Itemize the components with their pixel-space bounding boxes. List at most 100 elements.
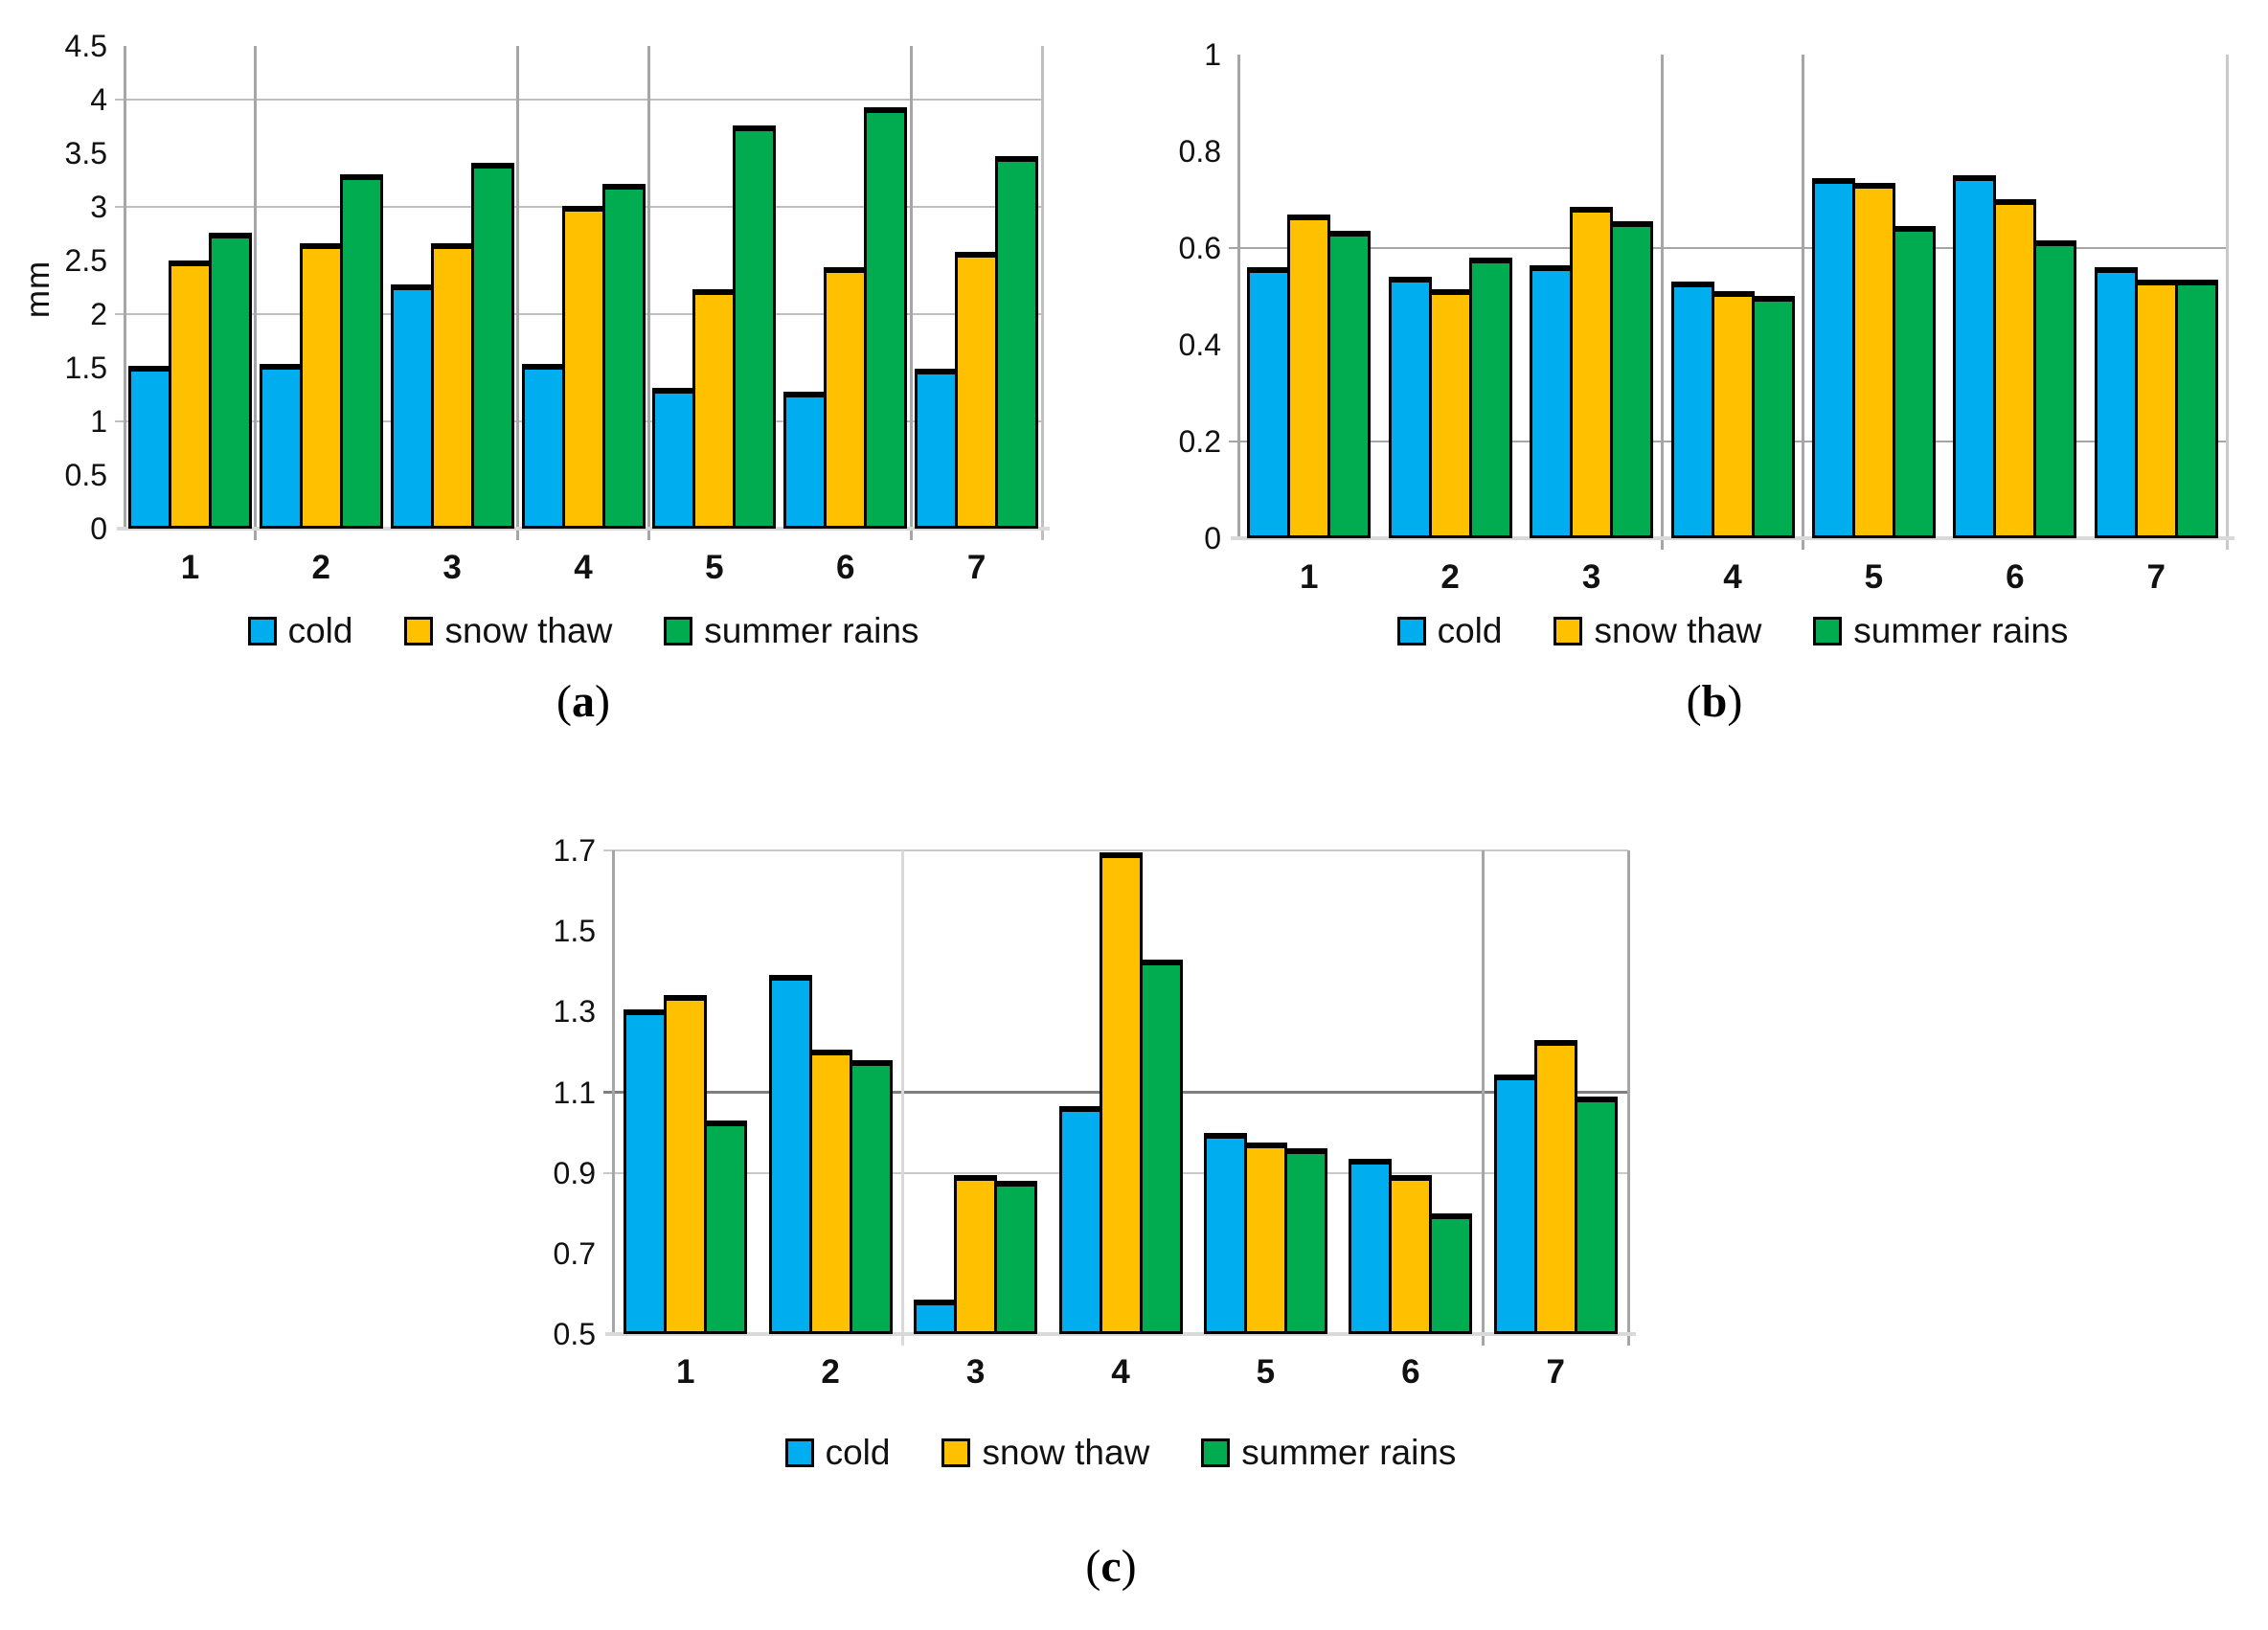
bar-snow-thaw-cat3 [431, 243, 474, 529]
caption-panel-b: (b) [1687, 675, 1743, 728]
legend-swatch-icon [247, 617, 277, 645]
legend-item-summer-rains: summer rains [1813, 611, 2068, 651]
legend-swatch-icon [1554, 617, 1583, 645]
legend: cold snow thaw summer rains [1238, 611, 2227, 651]
bar-cold-cat4 [1671, 282, 1714, 538]
bar-summer-rains-cat7 [2175, 280, 2218, 538]
x-tick-label: 7 [1546, 1353, 1565, 1391]
caption-letter: b [1701, 676, 1728, 727]
caption-letter: c [1100, 1541, 1122, 1592]
bar-snow-thaw-cat3 [954, 1175, 997, 1334]
x-tick-label: 3 [1581, 558, 1601, 596]
x-axis-line [117, 527, 1050, 531]
bar-summer-rains-cat6 [1429, 1213, 1472, 1334]
bar-summer-rains-cat2 [850, 1060, 893, 1334]
bar-summer-rains-cat4 [602, 184, 646, 529]
gridline-vertical [1660, 55, 1664, 550]
caption-letter: a [572, 676, 595, 727]
bar-snow-thaw-cat7 [2135, 280, 2178, 538]
legend-label: cold [1437, 611, 1503, 650]
legend-item-cold: cold [247, 611, 352, 651]
legend-item-snow-thaw: snow thaw [404, 611, 612, 651]
bar-summer-rains-cat4 [1752, 296, 1795, 538]
bar-cold-cat6 [1349, 1159, 1392, 1334]
y-axis-line [611, 850, 615, 1334]
legend-item-summer-rains: summer rains [664, 611, 919, 651]
y-tick-label: 3.5 [64, 136, 107, 170]
legend-label: summer rains [1241, 1433, 1457, 1472]
y-tick-label: 1 [90, 404, 107, 439]
y-tick-label: 0.2 [1178, 424, 1221, 459]
bar-snow-thaw-cat5 [1244, 1143, 1287, 1334]
caption-close-paren: ) [1727, 676, 1743, 727]
bar-snow-thaw-cat4 [562, 206, 605, 529]
bar-cold-cat1 [624, 1009, 667, 1334]
bar-cold-cat5 [1204, 1133, 1247, 1334]
y-tick-label: 0 [90, 511, 107, 546]
y-axis-line [1236, 55, 1240, 538]
bar-summer-rains-cat4 [1140, 960, 1183, 1334]
bar-cold-cat2 [260, 364, 303, 529]
legend-label: summer rains [704, 611, 919, 650]
gridline-vertical [2225, 55, 2229, 550]
y-tick-label: 1.5 [64, 351, 107, 385]
y-tick-label: 3 [90, 190, 107, 224]
y-tick-label: 2 [90, 297, 107, 331]
caption-panel-a: (a) [556, 675, 610, 728]
gridline-horizontal [1229, 247, 2227, 249]
bar-cold-cat3 [1530, 265, 1573, 538]
legend: cold snow thaw summer rains [613, 1433, 1628, 1473]
bar-summer-rains-cat2 [1469, 258, 1512, 538]
bar-snow-thaw-cat1 [1287, 215, 1330, 538]
bar-snow-thaw-cat1 [169, 260, 212, 529]
caption-close-paren: ) [1121, 1541, 1137, 1592]
bar-snow-thaw-cat6 [1993, 199, 2036, 538]
y-tick-label: 0.7 [553, 1235, 596, 1271]
legend: cold snow thaw summer rains [125, 611, 1042, 651]
bar-cold-cat6 [1953, 175, 1996, 538]
x-tick-label: 6 [1401, 1353, 1420, 1391]
bar-cold-cat7 [1494, 1075, 1537, 1334]
y-tick-label: 1.1 [553, 1075, 596, 1110]
caption-open-paren: ( [1085, 1541, 1101, 1592]
bar-summer-rains-cat1 [1327, 231, 1371, 538]
y-tick-label: 0.9 [553, 1155, 596, 1190]
x-axis-line [605, 1332, 1636, 1336]
bar-cold-cat2 [769, 975, 812, 1334]
y-tick-label: 0.8 [1178, 134, 1221, 169]
bar-cold-cat3 [914, 1300, 957, 1334]
y-tick-label: 1.3 [553, 994, 596, 1030]
bar-summer-rains-cat2 [340, 174, 383, 529]
x-tick-label: 2 [821, 1353, 840, 1391]
legend-item-cold: cold [784, 1433, 890, 1473]
bar-snow-thaw-cat5 [692, 289, 736, 529]
bar-summer-rains-cat3 [1610, 221, 1653, 538]
gridline-vertical [516, 46, 520, 540]
x-tick-label: 3 [965, 1353, 986, 1391]
y-tick-label: 0.5 [64, 458, 107, 492]
bar-summer-rains-cat7 [1575, 1097, 1618, 1334]
legend-label: snow thaw [1594, 611, 1762, 650]
bar-snow-thaw-cat1 [664, 995, 707, 1334]
legend-swatch-icon [1201, 1438, 1231, 1467]
legend-label: snow thaw [444, 611, 613, 650]
legend-item-summer-rains: summer rains [1201, 1433, 1456, 1473]
legend-item-cold: cold [1396, 611, 1503, 651]
caption-panel-c: (c) [1085, 1540, 1136, 1593]
bar-cold-cat1 [128, 366, 171, 529]
x-tick-label: 6 [835, 549, 855, 586]
x-tick-label: 6 [2006, 558, 2025, 596]
caption-open-paren: ( [1686, 676, 1702, 727]
caption-open-paren: ( [556, 676, 572, 727]
gridline-vertical [901, 850, 905, 1346]
bar-snow-thaw-cat2 [1429, 289, 1472, 538]
bar-summer-rains-cat7 [995, 156, 1038, 529]
bar-snow-thaw-cat6 [1389, 1175, 1432, 1334]
bar-summer-rains-cat1 [704, 1121, 747, 1334]
legend-label: snow thaw [982, 1433, 1150, 1472]
x-tick-label: 1 [675, 1353, 695, 1391]
gridline-vertical [1802, 55, 1805, 550]
bar-summer-rains-cat3 [994, 1181, 1037, 1334]
bar-cold-cat7 [2095, 267, 2138, 538]
